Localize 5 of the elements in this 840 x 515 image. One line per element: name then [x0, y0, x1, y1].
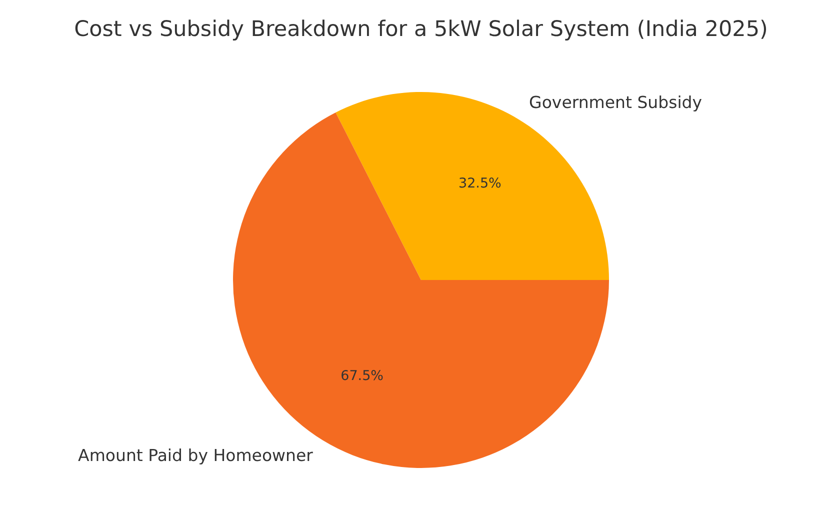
data-label: 32.5%: [458, 176, 502, 192]
chart-title: Cost vs Subsidy Breakdown for a 5kW Solar System (India 2025): [74, 16, 768, 42]
data-label: 67.5%: [340, 368, 384, 384]
slice-label: Amount Paid by Homeowner: [78, 446, 314, 465]
slice-label: Government Subsidy: [529, 93, 702, 112]
